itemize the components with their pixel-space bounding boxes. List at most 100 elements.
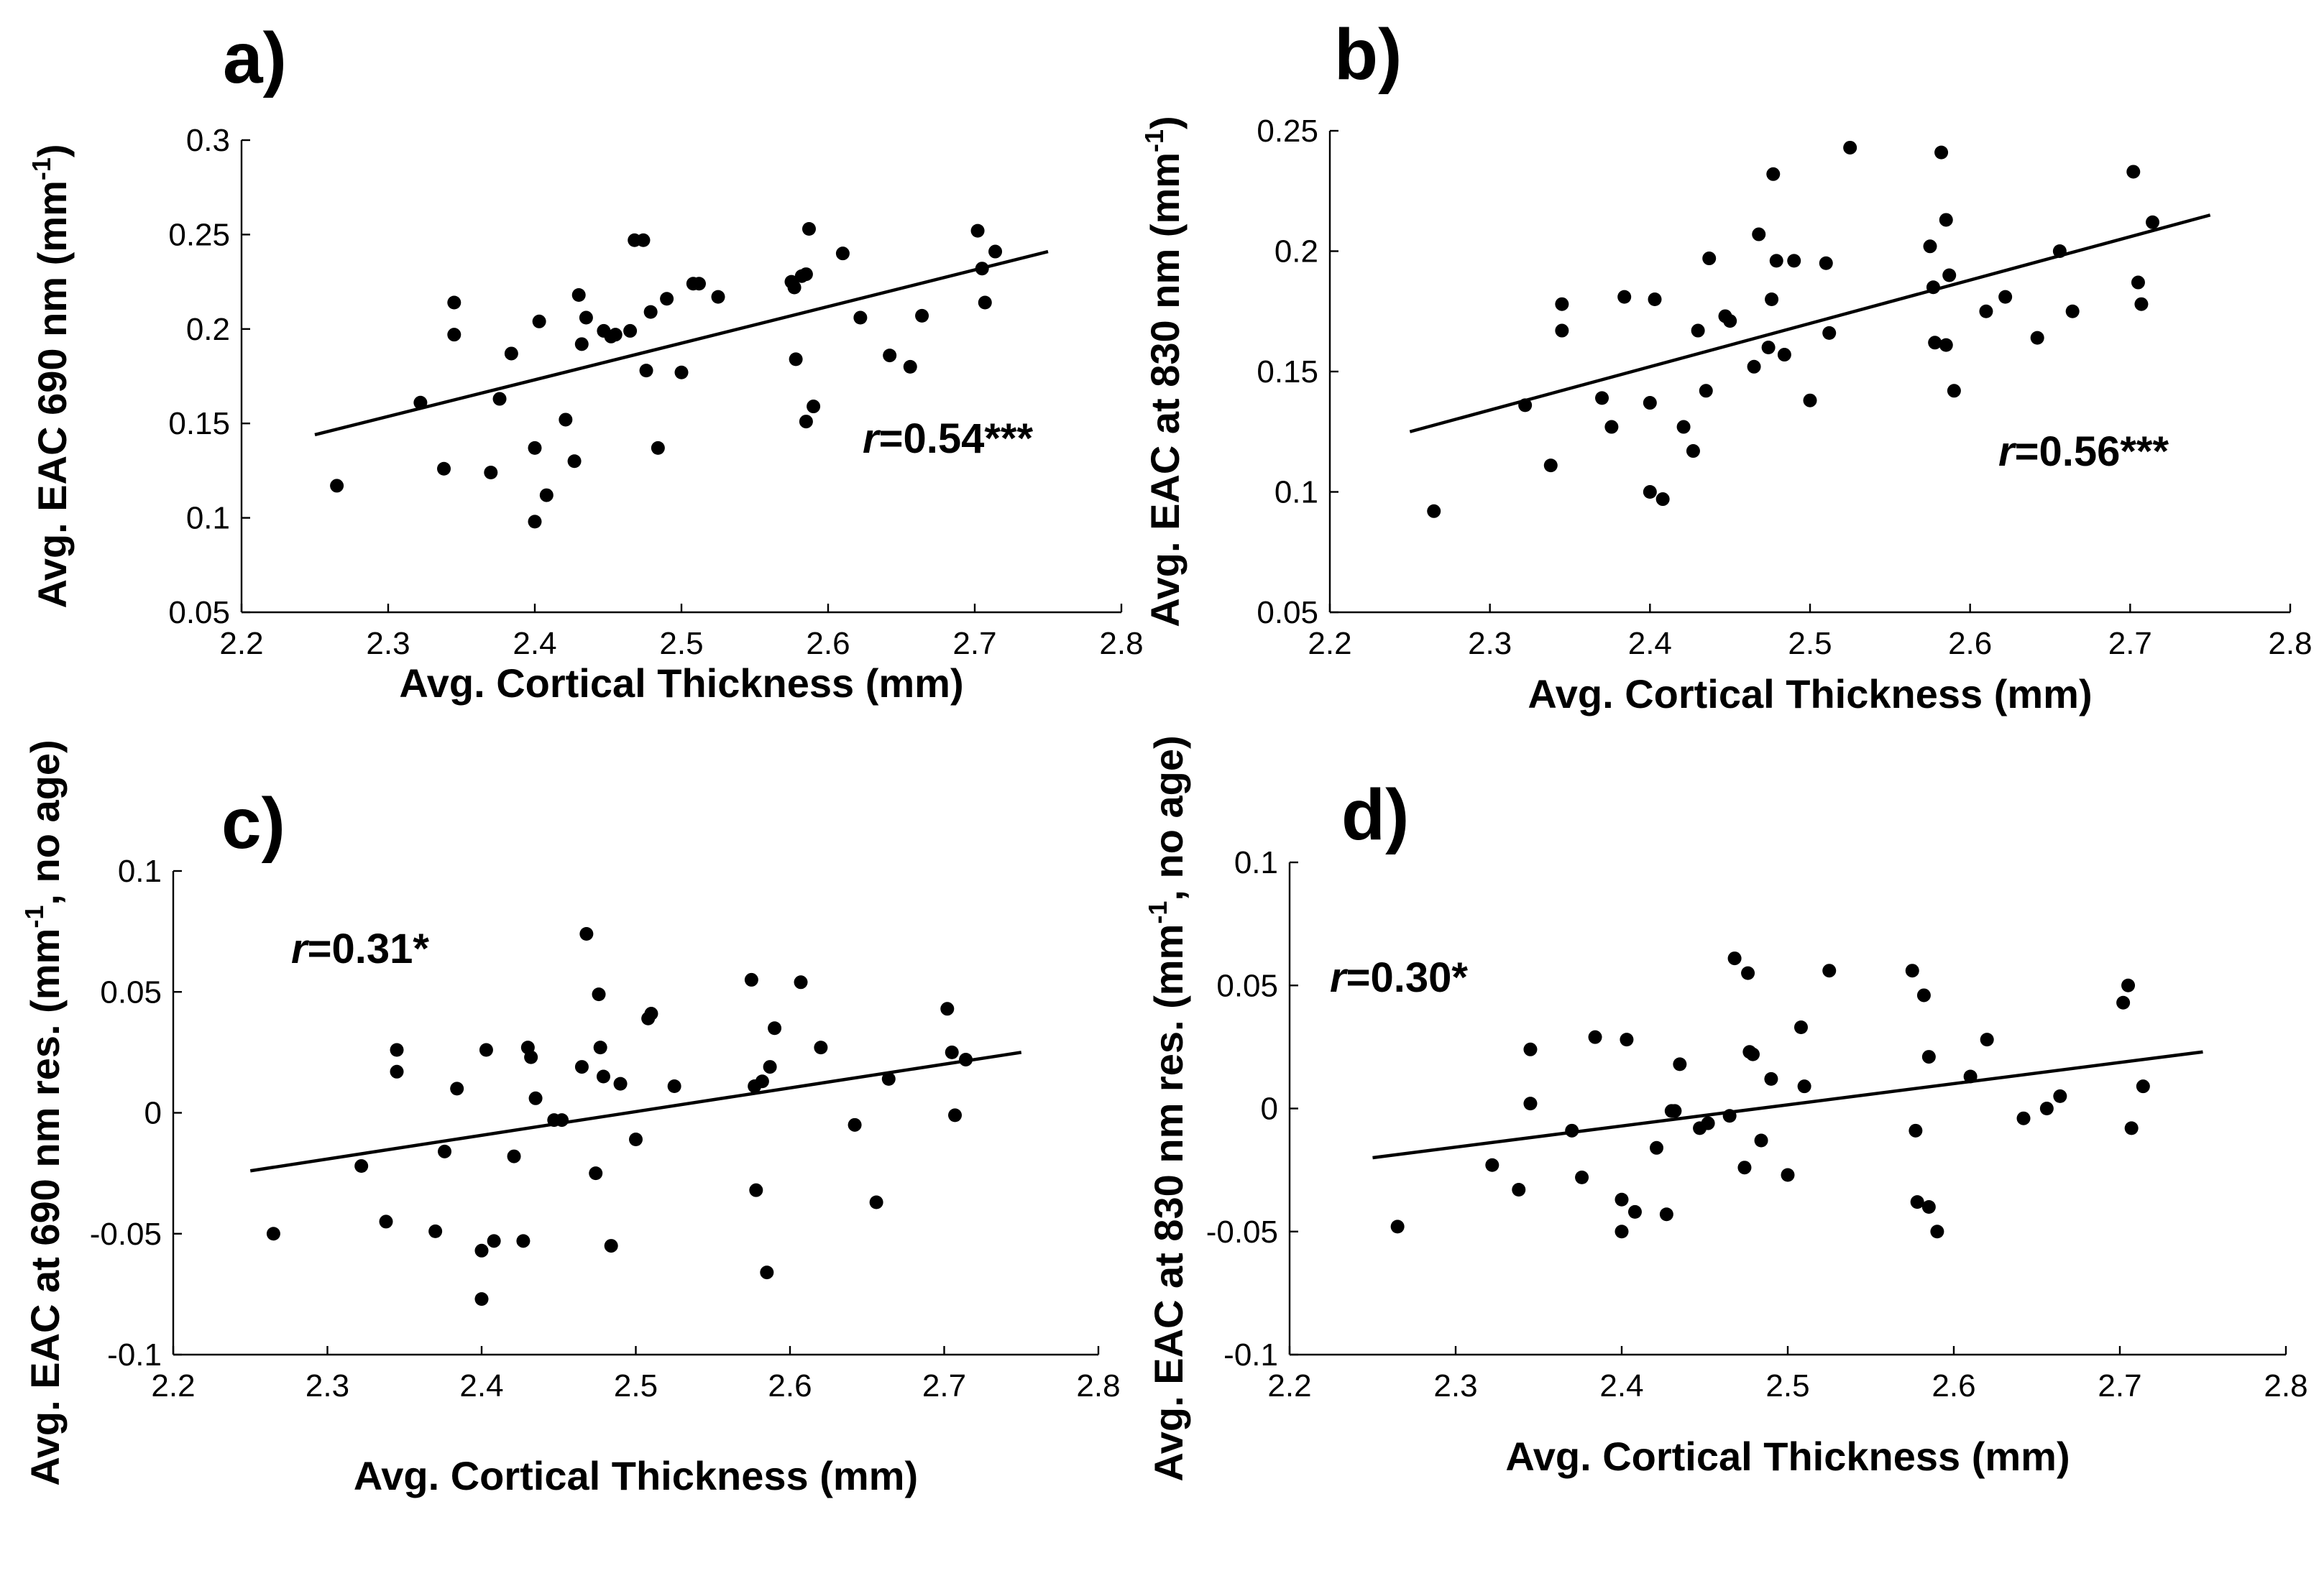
x-tick-label: 2.3 [1433, 1368, 1477, 1403]
data-point [881, 1071, 896, 1086]
data-point [787, 280, 802, 295]
x-tick-label: 2.6 [768, 1368, 812, 1403]
data-point [1752, 227, 1766, 241]
y-axis-label-main: Avg. EAC at 830 nm res. (mm [1146, 924, 1191, 1482]
data-point [1781, 1168, 1795, 1182]
data-point [1822, 964, 1837, 978]
data-point [1998, 290, 2013, 304]
data-point [1659, 1207, 1673, 1222]
x-tick-label: 2.2 [151, 1368, 195, 1403]
data-point [567, 454, 582, 469]
data-point [940, 1002, 955, 1016]
panel-label: a) [223, 18, 287, 98]
data-point [945, 1045, 959, 1059]
data-point [1723, 314, 1737, 328]
data-point [1942, 268, 1957, 282]
data-point [1615, 1192, 1629, 1207]
data-point [1910, 1195, 1924, 1209]
panels: 2.2 2.3 2.4 2.5 2.6 2.7 2.8 0.05 0.1 0.15 0.2 0.25 0… [19, 14, 2312, 1498]
data-point [1627, 1204, 1642, 1219]
data-point [2030, 331, 2044, 345]
x-axis-label: Avg. Cortical Thickness (mm) [399, 660, 963, 706]
data-point [975, 262, 989, 276]
data-point [1803, 393, 1817, 407]
data-point [266, 1227, 280, 1241]
y-axis-label: Avg. EAC at 830 nm (mm-1) [1139, 116, 1188, 627]
data-point [1921, 1200, 1936, 1214]
data-point [1747, 359, 1761, 374]
data-point [1939, 213, 1953, 227]
data-point [807, 400, 821, 414]
data-point [978, 295, 992, 310]
data-point [479, 1043, 493, 1057]
y-tick-label: -0.1 [107, 1337, 162, 1373]
data-point [1787, 254, 1801, 268]
data-point [1668, 1104, 1682, 1118]
data-point [853, 310, 868, 325]
data-point [390, 1064, 404, 1079]
data-point [1727, 951, 1742, 966]
data-point [848, 1117, 862, 1132]
x-tick-label: 2.6 [1948, 626, 1992, 661]
data-point [1909, 1123, 1923, 1138]
data-point [1926, 280, 1940, 295]
data-point [915, 308, 929, 323]
x-tick-label: 2.7 [2108, 626, 2152, 661]
data-point [1769, 254, 1783, 268]
data-point [1761, 341, 1776, 354]
x-tick-label: 2.4 [459, 1368, 503, 1403]
data-point [528, 441, 542, 455]
data-point [1939, 338, 1953, 352]
data-point [1555, 297, 1569, 311]
data-point [379, 1214, 393, 1229]
data-point [2131, 275, 2145, 290]
correlation-annotation: r=0.56*** [1998, 428, 2169, 475]
data-point [1523, 1042, 1538, 1056]
data-point [592, 987, 606, 1002]
x-tick-label: 2.8 [1076, 1368, 1120, 1403]
data-point [629, 1133, 643, 1147]
data-point [528, 1091, 543, 1105]
y-tick-label: 0.1 [186, 501, 230, 536]
data-point [744, 972, 758, 987]
y-tick-label: 0.2 [186, 312, 230, 347]
data-point [644, 1007, 658, 1021]
data-point [1699, 384, 1713, 398]
data-point [492, 392, 507, 406]
correlation-annotation: r=0.31* [291, 926, 429, 972]
y-axis-label-tail: ) [29, 144, 75, 157]
data-point [1427, 504, 1441, 518]
y-tick-label: 0.2 [1274, 234, 1318, 269]
x-axis-label: Avg. Cortical Thickness (mm) [1528, 671, 2092, 716]
y-tick-label: 0.1 [118, 854, 162, 889]
data-point [559, 412, 573, 427]
data-point [1843, 140, 1857, 155]
data-point [1765, 292, 1779, 306]
data-point [636, 233, 651, 247]
regression-line [314, 249, 1049, 437]
data-point [1822, 326, 1837, 340]
x-tick-label: 2.5 [659, 626, 703, 661]
y-tick-label: 0.1 [1274, 475, 1318, 510]
data-point [1676, 420, 1691, 434]
y-tick-label: 0.05 [1216, 968, 1278, 1003]
data-point [437, 461, 451, 476]
data-point [1928, 336, 1942, 350]
y-axis-label: Avg. EAC at 690 nm res. (mm-1, no age) [19, 739, 68, 1485]
data-point [749, 1183, 763, 1197]
data-point [608, 328, 623, 342]
data-point [755, 1074, 769, 1089]
y-axis-label-superscript: -1 [19, 905, 49, 928]
data-point [711, 290, 725, 304]
x-tick-label: 2.2 [219, 626, 263, 661]
data-point [571, 287, 586, 302]
data-point [1543, 458, 1558, 473]
correlation-annotation: r=0.30* [1330, 954, 1468, 1001]
data-point [613, 1077, 628, 1091]
data-point [1793, 1020, 1808, 1034]
data-point [1604, 420, 1619, 434]
data-point [539, 488, 554, 502]
y-tick-label: 0.15 [1257, 354, 1318, 390]
data-point [2126, 165, 2141, 179]
